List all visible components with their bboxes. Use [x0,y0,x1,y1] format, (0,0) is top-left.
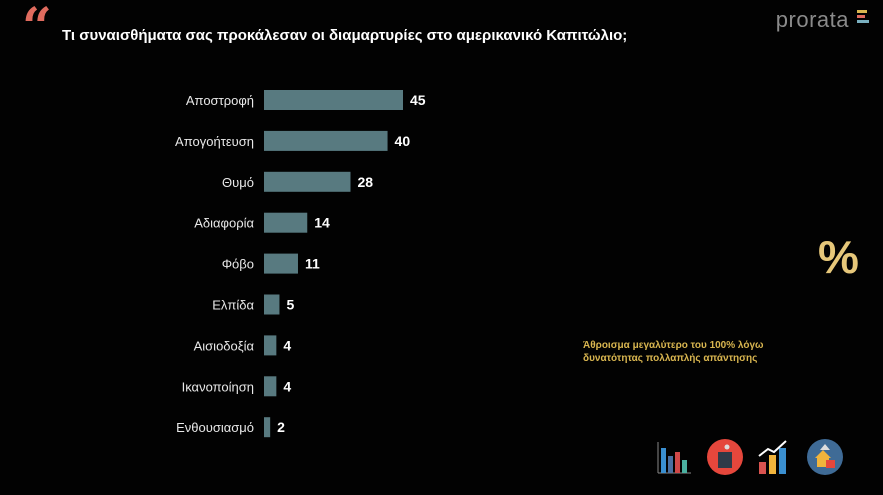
data-label: 2 [277,419,285,435]
percent-icon: % [818,231,859,283]
category-label: Αποστροφή [186,93,254,108]
data-label: 4 [283,337,291,353]
category-label: Αδιαφορία [194,216,254,231]
category-label: Ελπίδα [212,298,254,313]
bar [264,335,277,356]
data-label: 11 [305,256,320,272]
logo: prorata [775,7,849,32]
bar [264,294,280,315]
category-label: Θυμό [222,175,254,190]
data-label: 5 [286,297,294,313]
bar [264,417,271,438]
data-label: 45 [410,92,426,108]
logo-mark-icon [857,10,871,28]
data-label: 40 [395,133,411,149]
category-label: Απογοήτευση [175,134,254,149]
data-label: 28 [357,174,373,190]
page-title: Τι συναισθήματα σας προκάλεσαν οι διαμαρ… [62,27,628,44]
bar-chart-icon [657,442,691,474]
category-label: Ικανοποίηση [182,379,254,394]
data-label: 14 [314,215,330,231]
category-label: Ενθουσιασμό [176,420,254,435]
category-label: Αισιοδοξία [194,338,255,353]
bar [264,376,277,397]
quote-mark-icon: “ [22,0,52,58]
podium-icon [707,439,743,475]
growth-chart-icon [758,440,787,474]
bar [264,90,403,110]
bar [264,212,308,233]
data-label: 4 [283,378,291,394]
footnote: Άθροισμα μεγαλύτερο του 100% λόγω δυνατό… [583,340,764,364]
bar [264,171,351,192]
category-label: Φόβο [222,257,254,272]
bar [264,130,388,151]
bar [264,253,298,274]
houses-icon [807,439,843,475]
